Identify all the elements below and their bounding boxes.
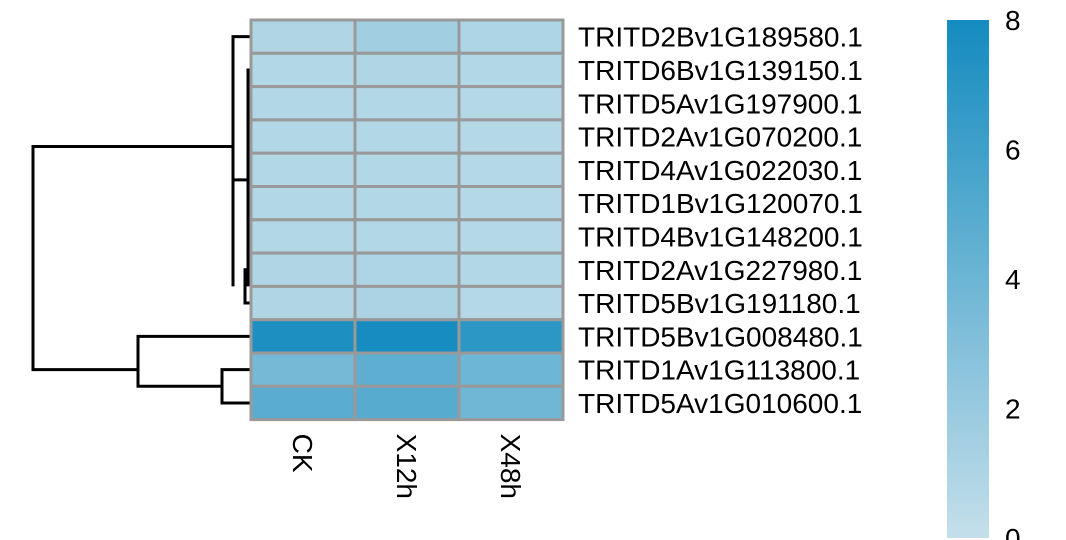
- heatmap-cell: [353, 251, 461, 288]
- heatmap-cell: [249, 51, 357, 89]
- heatmap-cell: [249, 284, 357, 322]
- legend-tick-label: 6: [1005, 135, 1021, 166]
- heatmap-cell: [249, 151, 357, 188]
- heatmap-cell: [353, 51, 461, 89]
- heatmap-cell: [249, 18, 357, 55]
- column-label: CK: [287, 434, 318, 473]
- legend-tick-label: 2: [1005, 394, 1021, 425]
- row-label: TRITD4Bv1G148200.1: [578, 221, 863, 252]
- heatmap-cell: [457, 18, 565, 55]
- heatmap-cell: [249, 85, 357, 122]
- heatmap-cell: [249, 318, 357, 355]
- row-label: TRITD5Bv1G008480.1: [578, 321, 863, 352]
- heatmap-cell: [353, 85, 461, 122]
- heatmap-cell: [457, 218, 565, 255]
- heatmap-cell: [249, 384, 357, 422]
- heatmap-cell: [353, 384, 461, 422]
- heatmap-cell: [249, 351, 357, 388]
- row-label: TRITD2Av1G227980.1: [578, 255, 862, 286]
- row-label: TRITD5Bv1G191180.1: [578, 288, 861, 319]
- row-dendrogram: [31, 35, 254, 405]
- heatmap-cell: [249, 118, 357, 155]
- heatmap-cell: [353, 284, 461, 322]
- dendrogram-branch: [31, 145, 233, 372]
- heatmap-cell: [353, 151, 461, 188]
- heatmap-cell: [457, 284, 565, 322]
- heatmap-cell: [457, 351, 565, 388]
- column-label: X48h: [495, 434, 526, 499]
- row-label: TRITD1Bv1G120070.1: [578, 188, 863, 219]
- heatmap-cell: [353, 18, 461, 55]
- heatmap-cell: [457, 185, 565, 222]
- row-labels: TRITD2Bv1G189580.1TRITD6Bv1G139150.1TRIT…: [578, 22, 863, 419]
- column-labels: CK X12h X48h: [287, 434, 526, 499]
- heatmap-cell: [457, 118, 565, 155]
- heatmap-cell: [457, 318, 565, 355]
- row-label: TRITD4Av1G022030.1: [578, 155, 862, 186]
- heatmap-cell: [249, 251, 357, 288]
- color-legend: 0 2 4 6 8: [947, 5, 1021, 540]
- dendrogram-branch: [220, 368, 250, 405]
- heatmap-cell: [457, 51, 565, 89]
- legend-color-bar: [947, 20, 989, 538]
- heatmap-cell: [457, 85, 565, 122]
- row-label: TRITD1Av1G113800.1: [578, 355, 860, 386]
- heatmap-cells: [249, 18, 565, 422]
- row-label: TRITD5Av1G197900.1: [578, 88, 862, 119]
- heatmap-cell: [457, 151, 565, 188]
- heatmap-cell: [353, 318, 461, 355]
- heatmap-cell: [353, 185, 461, 222]
- legend-tick-label: 8: [1005, 5, 1021, 36]
- dendrogram-branch: [136, 334, 250, 388]
- heatmap-cell: [249, 218, 357, 255]
- heatmap-cell: [457, 251, 565, 288]
- legend-tick-label: 4: [1005, 264, 1021, 295]
- heatmap-cell: [457, 384, 565, 422]
- row-label: TRITD2Bv1G189580.1: [578, 22, 863, 53]
- row-label: TRITD6Bv1G139150.1: [578, 55, 863, 86]
- row-label: TRITD5Av1G010600.1: [578, 388, 862, 419]
- heatmap-cell: [353, 351, 461, 388]
- heatmap-cell: [249, 185, 357, 222]
- legend-tick-label: 0: [1005, 523, 1021, 540]
- row-label: TRITD2Av1G070200.1: [578, 122, 862, 153]
- heatmap-cell: [353, 118, 461, 155]
- column-label: X12h: [391, 434, 422, 499]
- heatmap-cell: [353, 218, 461, 255]
